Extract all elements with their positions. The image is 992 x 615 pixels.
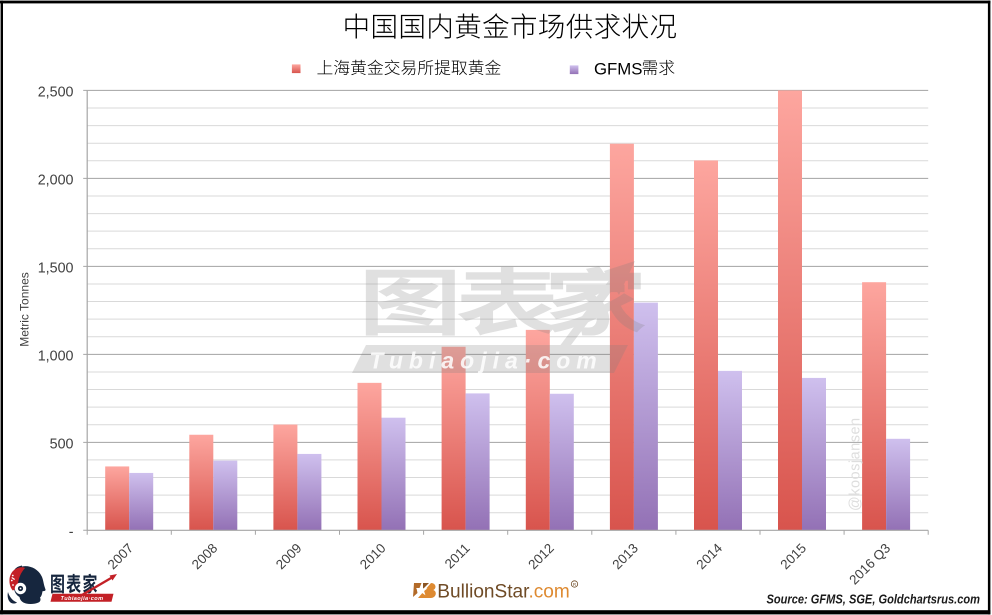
svg-text:BullionStar.com: BullionStar.com xyxy=(437,582,570,603)
svg-text:1,000: 1,000 xyxy=(38,349,74,365)
svg-text:Tubiaojia·com: Tubiaojia·com xyxy=(60,596,103,602)
svg-text:@koosjansen: @koosjansen xyxy=(848,417,864,511)
svg-text:500: 500 xyxy=(50,437,74,453)
svg-text:Source: GFMS, SGE, Goldchartsr: Source: GFMS, SGE, Goldchartsrus.com xyxy=(767,592,981,607)
svg-text:-: - xyxy=(69,525,74,541)
svg-text:2,500: 2,500 xyxy=(38,85,74,101)
svg-text:GFMS: GFMS xyxy=(594,59,642,78)
svg-text:1,500: 1,500 xyxy=(38,261,74,277)
svg-text:2,000: 2,000 xyxy=(38,173,74,189)
svg-text:R: R xyxy=(573,582,577,587)
svg-text:Metric Tonnes: Metric Tonnes xyxy=(18,272,32,346)
svg-text:Tubiaojia·com: Tubiaojia·com xyxy=(369,348,603,374)
